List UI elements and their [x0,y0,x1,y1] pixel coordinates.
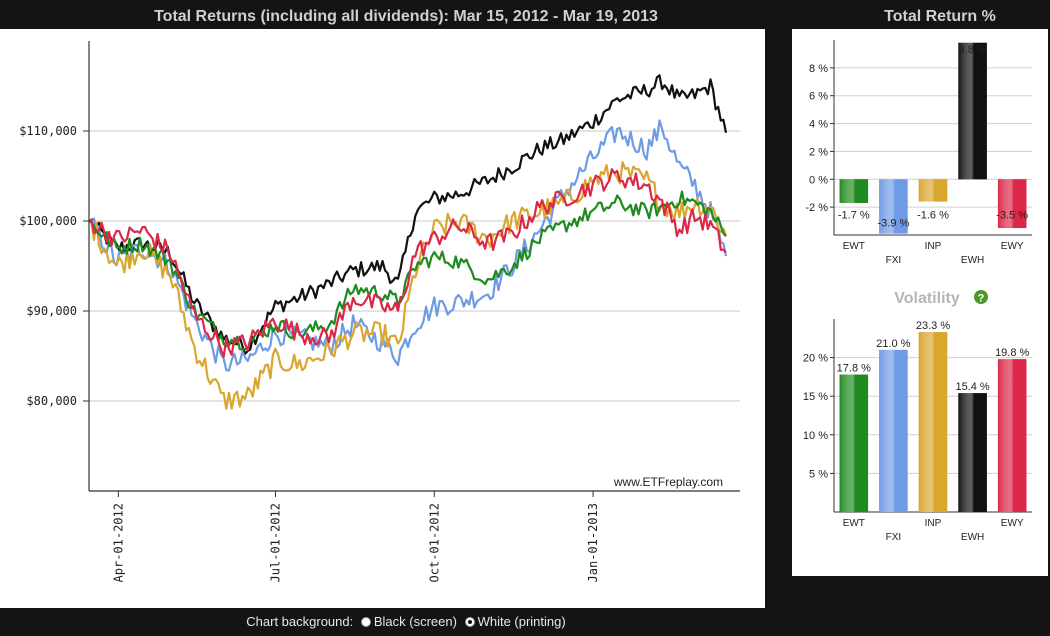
x-tick-label: Jan-01-2013 [586,503,600,582]
category-label: EWY [1001,241,1024,252]
series-line-ewh [88,74,728,355]
category-label: EWH [961,255,984,266]
y-tick-label: 6 % [809,91,828,103]
total-returns-line-chart: $80,000 $90,000 $100,000 $110,000 Apr-01-20… [19,41,740,582]
bar-shine [997,359,1027,512]
data-label: -3.5 % [996,209,1028,221]
side-panel: 8 % 6 % 4 % 2 % 0 % -2 % -1.7 % EWT -3.9 % FXI -1.… [792,29,1048,576]
category-label: INP [925,241,942,252]
total-return-title: Total Return % [884,8,996,25]
data-label: 23.3 % [916,320,950,332]
main-chart-title: Total Returns (including all dividends):… [154,8,658,25]
y-tick-label: 2 % [809,146,828,158]
bar-shine [918,332,948,512]
y-tick-label: 4 % [809,119,828,131]
y-tick-label: -2 % [805,202,828,214]
category-label: FXI [886,255,902,266]
y-tick-label: 5 % [809,468,828,480]
data-label: 19.8 % [995,347,1029,359]
data-label: -1.6 % [917,209,949,221]
bar-charts: 8 % 6 % 4 % 2 % 0 % -2 % -1.7 % EWT -3.9 % FXI -1.… [803,40,1032,543]
radio-white-printing[interactable] [464,617,475,627]
data-label: -3.9 % [878,217,910,229]
bar-shine [997,179,1027,229]
total-return-bar-chart: 8 % 6 % 4 % 2 % 0 % -2 % -1.7 % EWT -3.9 % FXI -1.… [805,40,1032,266]
y-tick-label: $110,000 [19,124,77,138]
volatility-bar-chart: 20 % 15 % 10 % 5 % 17.8 % EWT 21.0 % FXI 23.3 % I… [803,319,1032,543]
radio-black-screen[interactable] [360,617,371,627]
radio-white-printing-label[interactable]: White (printing) [477,614,566,629]
bar-shine [958,393,987,512]
bar-shine [839,179,869,203]
y-tick-label: $100,000 [19,214,77,228]
series-line-inp [88,161,728,410]
y-tick-label: 0 % [809,174,828,186]
y-tick-label: $80,000 [26,394,77,408]
data-label: 17.8 % [837,363,871,375]
bar-shine [839,374,869,512]
data-label: 21.0 % [876,338,910,350]
category-label: EWY [1001,518,1024,529]
y-tick-label: 20 % [803,353,828,365]
data-label: 9.8 % [959,44,987,56]
y-tick-label: $90,000 [26,304,77,318]
chart-background-control: Chart background: Black (screen) White (… [0,610,812,634]
bar-shine [958,42,987,180]
data-label: -1.7 % [838,209,870,221]
category-label: INP [925,518,942,529]
category-label: EWT [843,241,865,252]
y-tick-label: 8 % [809,63,828,75]
volatility-title: Volatility [894,290,960,307]
x-tick-label: Oct-01-2012 [427,503,441,582]
series-line-fxi [88,119,728,372]
series-line-ewy [88,168,727,358]
chart-background-label: Chart background: [246,614,354,629]
bar-shine [918,179,948,202]
svg-text:?: ? [978,293,985,305]
radio-black-screen-label[interactable]: Black (screen) [373,614,457,629]
data-label: 15.4 % [955,381,989,393]
x-tick-label: Jul-01-2012 [268,503,282,582]
category-label: EWT [843,518,865,529]
category-label: FXI [886,532,902,543]
category-label: EWH [961,532,984,543]
y-tick-label: 15 % [803,391,828,403]
bar-shine [879,179,908,234]
x-tick-label: Apr-01-2012 [111,503,125,582]
bar-shine [879,349,908,512]
help-icon[interactable]: ? [974,290,988,305]
watermark: www.ETFreplay.com [613,475,723,489]
main-chart-panel: $80,000 $90,000 $100,000 $110,000 Apr-01-20… [0,29,765,608]
y-tick-label: 10 % [803,430,828,442]
